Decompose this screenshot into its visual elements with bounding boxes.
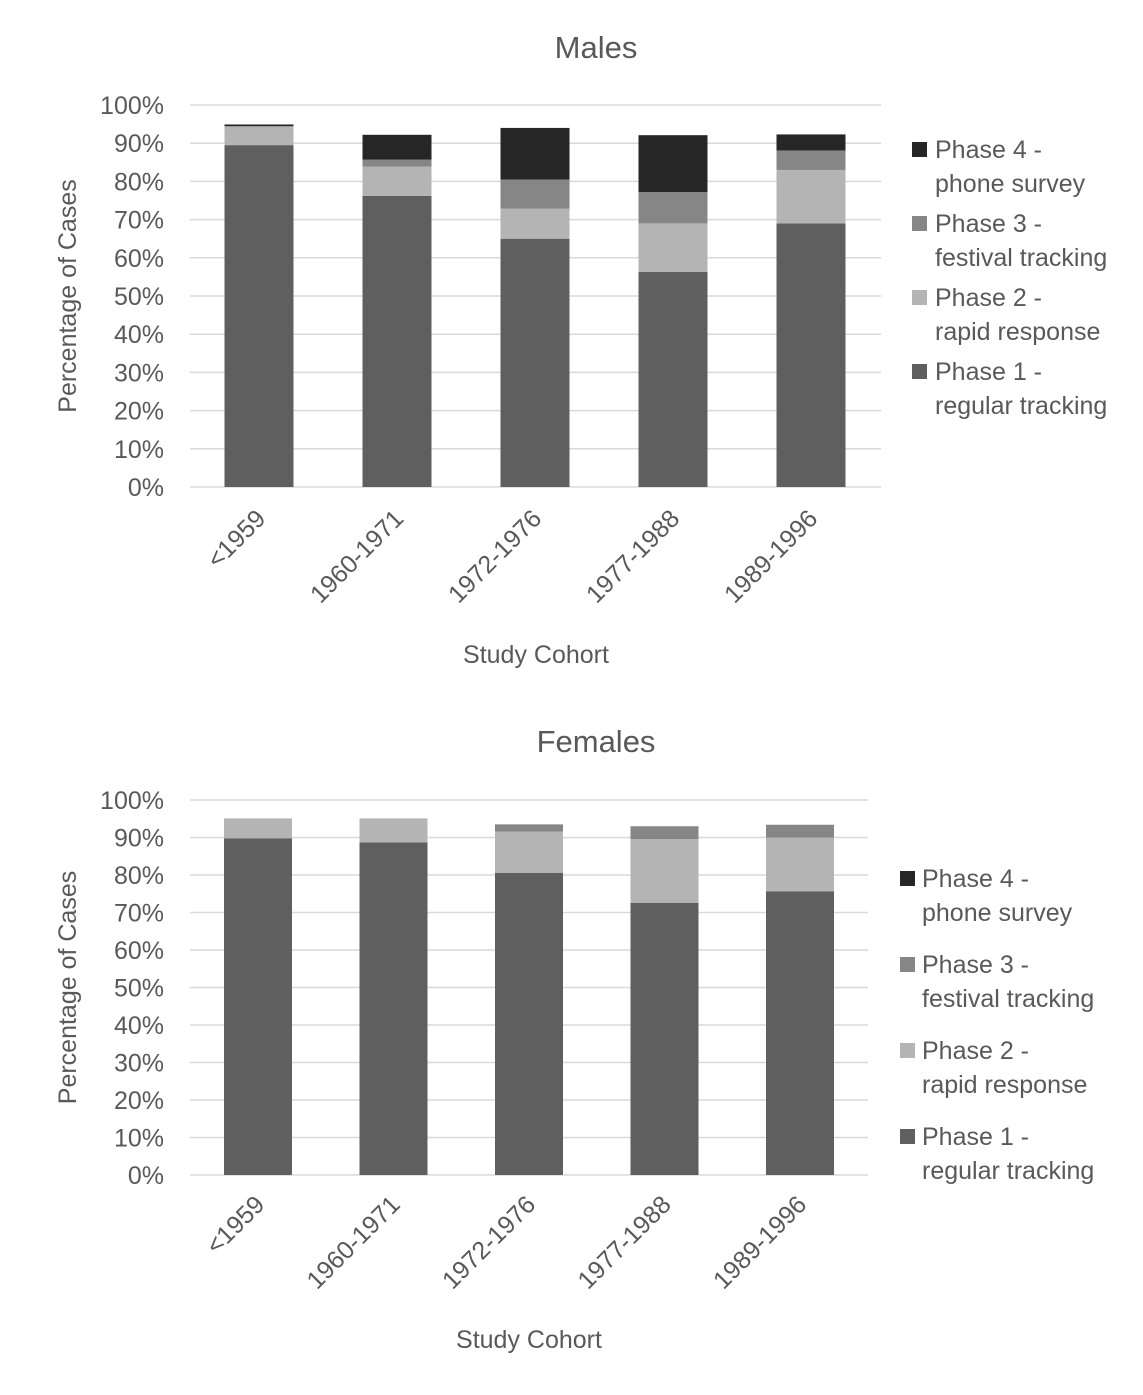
bar-segment-phase2: [630, 839, 699, 903]
bar-segment-phase3: [224, 126, 294, 127]
bar-segment-phase1: [630, 902, 699, 1175]
x-axis-label: Study Cohort: [463, 641, 609, 669]
bar-segment-phase2: [638, 223, 708, 272]
y-tick-label: 20%: [114, 1087, 164, 1115]
x-tick-label: <1959: [202, 504, 271, 573]
y-axis-label: Percentage of Cases: [54, 871, 82, 1104]
bar-segment-phase2: [224, 818, 292, 839]
bar-segment-phase1: [500, 238, 570, 487]
bar-segment-phase1: [495, 872, 563, 1175]
bar-segment-phase4: [776, 134, 846, 151]
x-tick-label: 1989-1996: [708, 1190, 812, 1294]
bar-segment-phase2: [224, 126, 294, 146]
y-tick-label: 50%: [114, 975, 164, 1003]
y-tick-label: 70%: [114, 207, 164, 235]
bar-segment-phase3: [495, 824, 563, 832]
x-tick-label: 1977-1988: [572, 1190, 676, 1294]
y-tick-label: 40%: [114, 1012, 164, 1040]
legend-swatch-phase4: [912, 142, 927, 157]
legend-swatch-phase4: [900, 871, 915, 886]
y-tick-label: 20%: [114, 398, 164, 426]
y-tick-label: 60%: [114, 245, 164, 273]
bar-segment-phase4: [638, 135, 708, 193]
bar-segment-phase4: [362, 134, 432, 160]
legend-swatch-phase3: [912, 216, 927, 231]
bar-segment-phase2: [495, 831, 563, 873]
y-axis-label: Percentage of Cases: [54, 179, 82, 412]
y-tick-label: 10%: [114, 436, 164, 464]
y-tick-label: 100%: [100, 92, 164, 120]
legend-label-phase2: Phase 2 -: [935, 284, 1042, 312]
bar-segment-phase3: [776, 150, 846, 170]
x-tick-label: 1977-1988: [581, 504, 685, 608]
bar-segment-phase3: [766, 824, 834, 838]
legend-swatch-phase2: [900, 1043, 915, 1058]
bar-segment-phase2: [362, 166, 432, 196]
chart-title: Males: [555, 30, 638, 65]
legend-label-phase3: Phase 3 -: [935, 210, 1042, 238]
y-tick-label: 90%: [114, 130, 164, 158]
bar-segment-phase1: [224, 838, 292, 1175]
males-chart-panel: Males 0% 10% 20% 30% 40% 50% 60% 70% 80% 90% 100% Pe…: [54, 30, 1108, 669]
legend-label-phase1-line2: regular tracking: [935, 392, 1107, 420]
x-tick-label: 1972-1976: [443, 504, 547, 608]
bar-segment-phase4: [500, 127, 570, 180]
legend-label-phase2-line2: rapid response: [935, 318, 1100, 346]
legend-label-phase1: Phase 1 -: [922, 1123, 1029, 1151]
bar-segment-phase1: [766, 891, 834, 1175]
legend-swatch-phase2: [912, 290, 927, 305]
legend-swatch-phase3: [900, 957, 915, 972]
legend-label-phase1: Phase 1 -: [935, 358, 1042, 386]
bar-segment-phase1: [362, 195, 432, 487]
legend-label-phase4-line2: phone survey: [922, 899, 1073, 927]
y-tick-label: 50%: [114, 283, 164, 311]
y-tick-label: 70%: [114, 900, 164, 928]
y-tick-label: 10%: [114, 1125, 164, 1153]
males-chart: Males 0% 10% 20% 30% 40% 50% 60% 70% 80% 90% 100% Pe…: [54, 30, 1107, 669]
females-chart: Females 0% 10% 20% 30% 40% 50% 60% 70% 80% 90% 100%…: [54, 724, 1094, 1354]
legend-label-phase3: Phase 3 -: [922, 951, 1029, 979]
y-tick-label: 0%: [128, 474, 164, 502]
legend-swatch-phase1: [900, 1129, 915, 1144]
legend-label-phase4-line2: phone survey: [935, 170, 1086, 198]
y-tick-label: 30%: [114, 359, 164, 387]
bar-segment-phase2: [776, 169, 846, 224]
y-tick-label: 80%: [114, 168, 164, 196]
x-tick-label: 1972-1976: [437, 1190, 541, 1294]
bar-segment-phase1: [224, 145, 294, 488]
y-tick-label: 80%: [114, 862, 164, 890]
bar-segment-phase1: [638, 271, 708, 487]
bar-segment-phase2: [766, 837, 834, 892]
bar-segment-phase1: [776, 223, 846, 488]
y-tick-label: 40%: [114, 321, 164, 349]
bar-segment-phase3: [638, 192, 708, 224]
bar-segment-phase3: [500, 179, 570, 209]
x-tick-label: 1960-1971: [301, 1190, 405, 1294]
bar-segment-phase3: [630, 826, 699, 839]
chart-title: Females: [537, 724, 656, 759]
y-tick-label: 60%: [114, 937, 164, 965]
legend-swatch-phase1: [912, 364, 927, 379]
legend-label-phase3-line2: festival tracking: [935, 244, 1107, 272]
legend-label-phase3-line2: festival tracking: [922, 985, 1094, 1013]
bar-segment-phase4: [224, 124, 294, 127]
x-axis-label: Study Cohort: [456, 1326, 602, 1354]
females-chart-panel: Females 0% 10% 20% 30% 40% 50% 60% 70% 80% 90% 100%…: [0, 696, 1143, 1390]
bar-segment-phase2: [359, 818, 428, 843]
legend-label-phase4: Phase 4 -: [935, 136, 1042, 164]
bar-segment-phase2: [500, 208, 570, 239]
legend-label-phase1-line2: regular tracking: [922, 1157, 1094, 1185]
legend-label-phase4: Phase 4 -: [922, 865, 1029, 893]
legend-label-phase2-line2: rapid response: [922, 1071, 1087, 1099]
y-tick-label: 30%: [114, 1050, 164, 1078]
bar-segment-phase1: [359, 842, 428, 1175]
y-tick-label: 0%: [128, 1162, 164, 1190]
x-tick-label: 1989-1996: [719, 504, 823, 608]
y-tick-label: 90%: [114, 825, 164, 853]
x-tick-label: 1960-1971: [305, 504, 409, 608]
bar-segment-phase3: [362, 159, 432, 167]
x-tick-label: <1959: [201, 1190, 270, 1259]
legend-label-phase2: Phase 2 -: [922, 1037, 1029, 1065]
y-tick-label: 100%: [100, 787, 164, 815]
